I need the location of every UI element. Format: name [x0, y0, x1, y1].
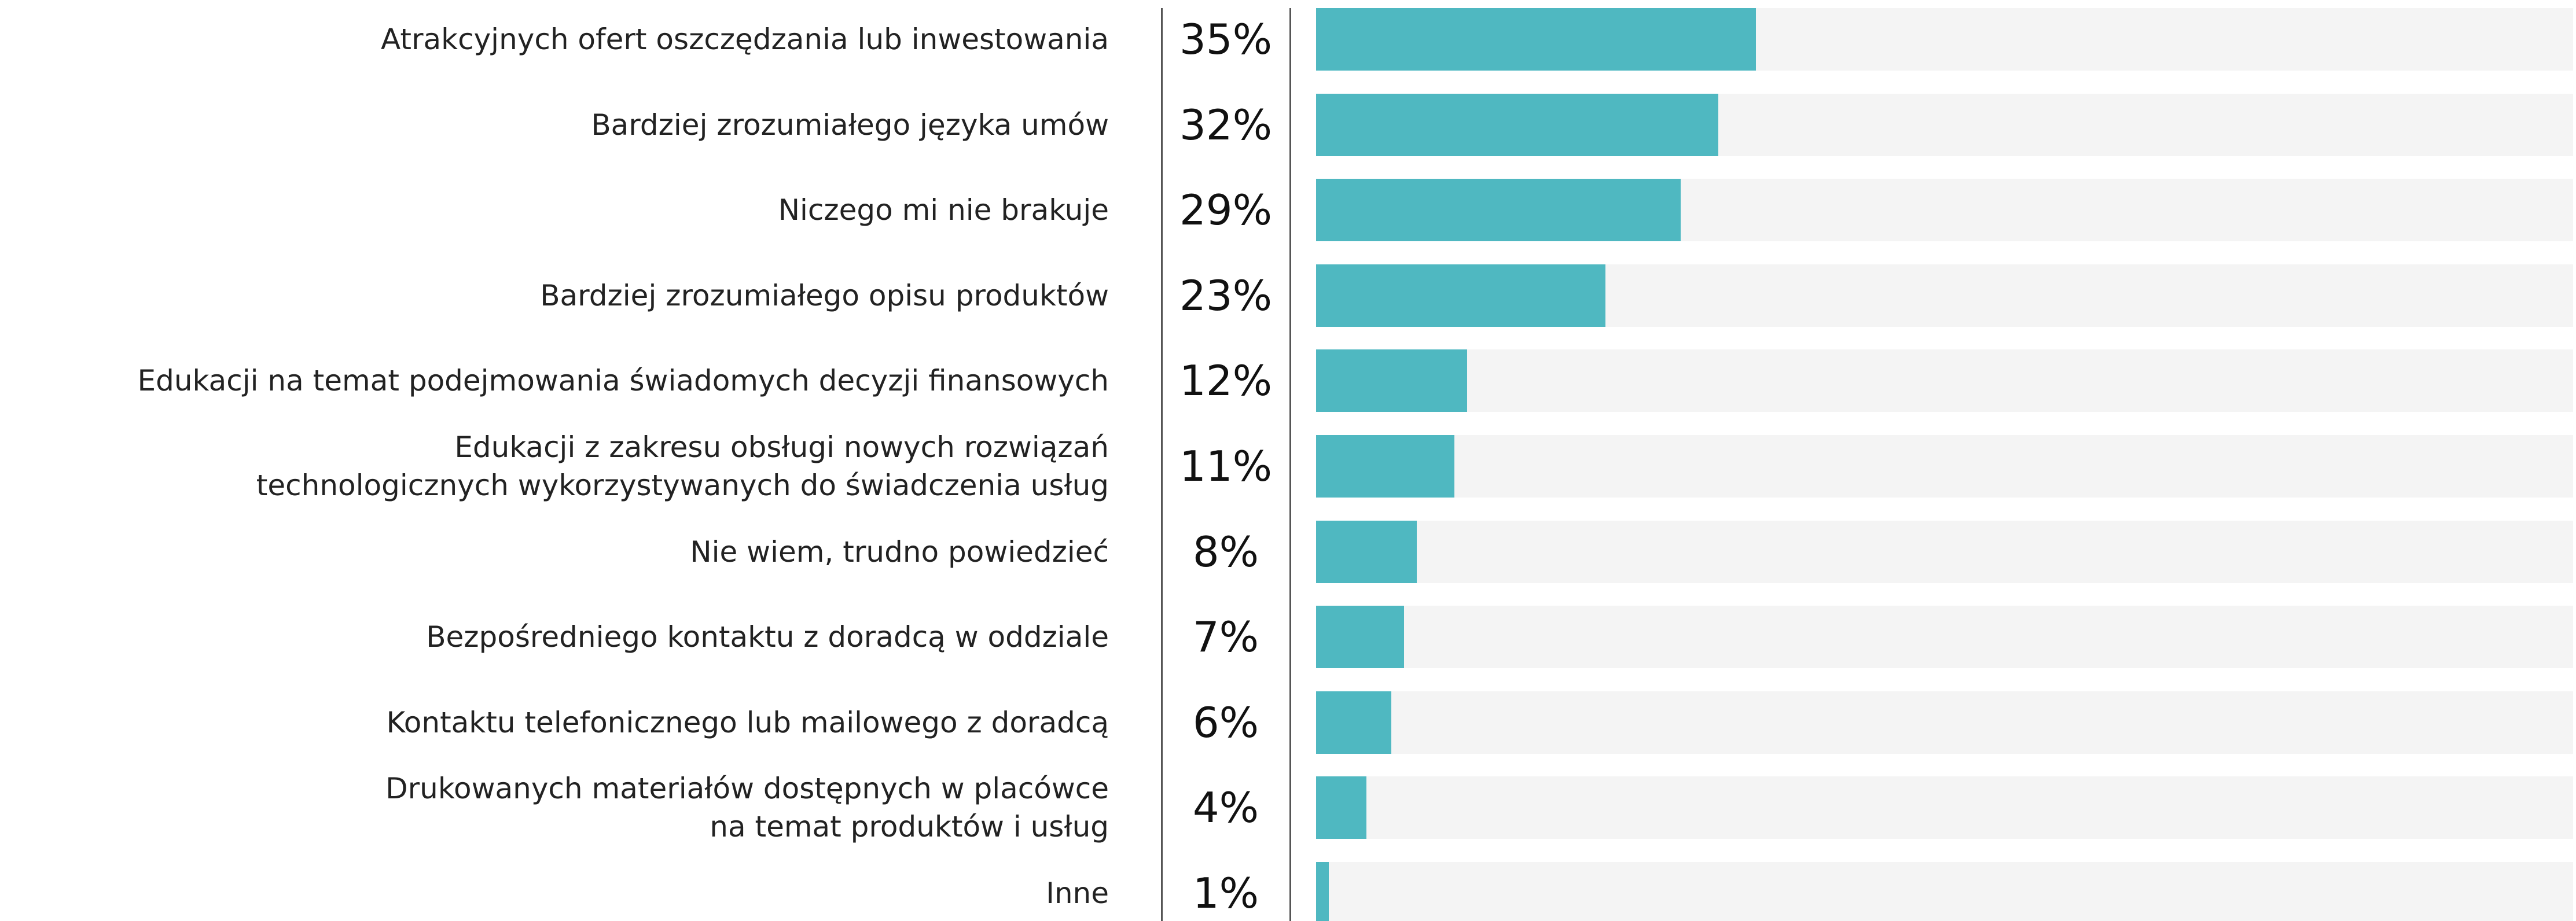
category-label: Niczego mi nie brakuje [778, 193, 1109, 227]
bar [1316, 93, 1719, 156]
category-label: Nie wiem, trudno powiedzieć [690, 535, 1109, 569]
category-label: Edukacji z zakresu obsługi nowych rozwią… [256, 430, 1109, 502]
category-label: Bardziej zrozumiałego opisu produktów [540, 278, 1109, 312]
category-label: Bezpośredniego kontaktu z doradcą w oddz… [426, 620, 1109, 654]
bar [1316, 691, 1392, 754]
value-label: 23% [1179, 271, 1273, 320]
value-label: 6% [1192, 698, 1259, 747]
category-label: Kontaktu telefonicznego lub mailowego z … [386, 705, 1109, 739]
bar [1316, 776, 1366, 839]
bar [1316, 8, 1756, 71]
category-label: Bardziej zrozumiałego języka umów [591, 108, 1109, 142]
bar-track [1316, 606, 2573, 669]
divider [1289, 8, 1291, 921]
value-label: 4% [1192, 783, 1259, 832]
bar-track [1316, 435, 2573, 498]
value-label: 35% [1179, 15, 1273, 64]
category-label: Edukacji na temat podejmowania świadomyc… [137, 364, 1109, 398]
bar-track [1316, 862, 2573, 921]
bar [1316, 520, 1417, 583]
bar-track [1316, 520, 2573, 583]
bar [1316, 264, 1605, 327]
value-label: 7% [1192, 613, 1259, 662]
value-label: 1% [1192, 869, 1259, 918]
value-label: 32% [1179, 100, 1273, 149]
bar [1316, 606, 1405, 669]
value-label: 12% [1179, 356, 1273, 406]
category-label: Inne [1046, 876, 1109, 910]
value-label: 11% [1179, 442, 1273, 491]
divider [1161, 8, 1163, 921]
bar [1316, 179, 1681, 242]
bar [1316, 862, 1329, 921]
value-label: 8% [1192, 527, 1259, 576]
bar-track [1316, 691, 2573, 754]
value-label: 29% [1179, 186, 1273, 235]
bar [1316, 435, 1454, 498]
category-label: Drukowanych materiałów dostępnych w plac… [385, 772, 1109, 844]
bar [1316, 349, 1467, 412]
category-label: Atrakcyjnych ofert oszczędzania lub inwe… [381, 23, 1109, 56]
bar-track [1316, 349, 2573, 412]
bar-track [1316, 776, 2573, 839]
